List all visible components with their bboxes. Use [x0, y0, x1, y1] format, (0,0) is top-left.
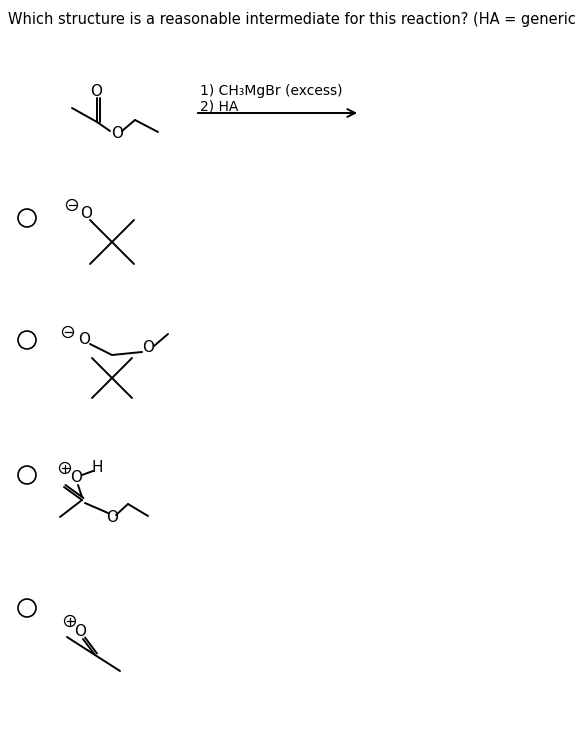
Text: O: O: [90, 84, 102, 99]
Text: O: O: [78, 333, 90, 348]
Text: Which structure is a reasonable intermediate for this reaction? (HA = generic ac: Which structure is a reasonable intermed…: [8, 12, 581, 27]
Text: O: O: [70, 471, 82, 485]
Text: 1) CH₃MgBr (excess): 1) CH₃MgBr (excess): [200, 84, 343, 98]
Text: O: O: [106, 511, 118, 525]
Text: O: O: [74, 625, 86, 639]
Text: O: O: [142, 341, 154, 356]
Text: O: O: [111, 125, 123, 141]
Text: 2) HA: 2) HA: [200, 99, 238, 113]
Text: O: O: [80, 205, 92, 221]
Text: H: H: [91, 460, 103, 476]
